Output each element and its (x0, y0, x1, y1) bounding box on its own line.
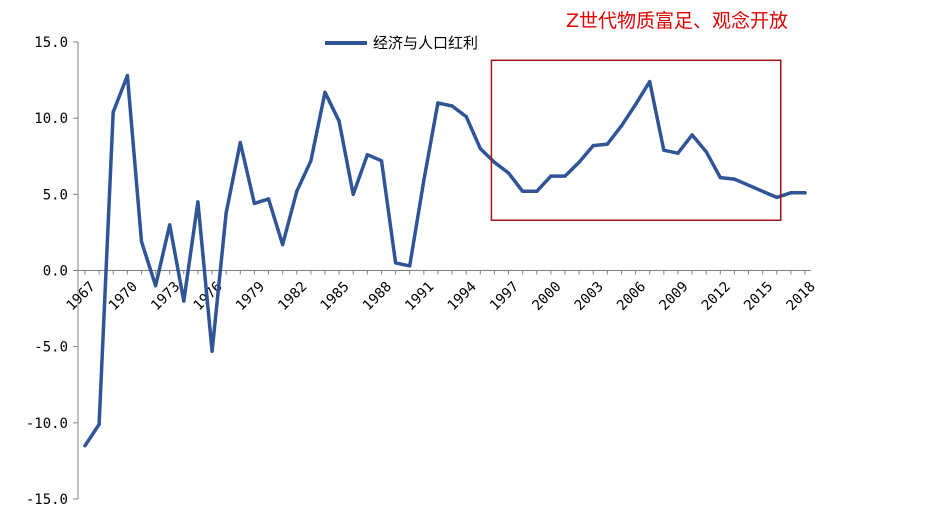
data-point (746, 183, 751, 187)
data-point (309, 159, 313, 163)
data-point (535, 189, 539, 193)
data-point (111, 110, 115, 114)
data-point (125, 73, 129, 78)
highlight-box (490, 59, 782, 221)
legend-label: 经济与人口红利 (373, 34, 478, 52)
data-point (478, 147, 482, 151)
data-point (704, 150, 708, 154)
data-point (139, 239, 144, 244)
data-point (408, 264, 412, 268)
y-tick-label: 5.0 (43, 187, 68, 203)
data-point (224, 211, 228, 215)
data-point (323, 90, 327, 94)
data-point (789, 191, 793, 195)
data-point (252, 201, 257, 206)
data-point (210, 349, 214, 353)
data-point (648, 80, 652, 84)
y-tick-label: 10.0 (34, 111, 68, 127)
data-point (196, 200, 200, 204)
x-tick-label: 2003 (572, 279, 607, 314)
data-point (281, 243, 285, 247)
x-tick-label: 2015 (741, 279, 776, 314)
x-tick-label: 1985 (318, 279, 353, 314)
data-point (337, 119, 341, 123)
data-point (436, 101, 440, 105)
y-tick-label: 0.0 (43, 264, 68, 280)
x-tick-label: 2000 (529, 279, 564, 314)
legend: 经济与人口红利 (325, 34, 478, 52)
data-point (662, 148, 666, 152)
x-axis: 1967 1970 1973 1976 1979 1982 1985 1988 1991 1994… (63, 270, 819, 314)
data-point (591, 143, 595, 148)
data-point (803, 191, 807, 195)
series-line (83, 73, 807, 448)
x-tick-label: 1982 (275, 279, 310, 314)
x-tick-label: 1994 (445, 279, 480, 314)
data-point (563, 174, 567, 178)
data-point (761, 189, 765, 193)
data-point (619, 124, 624, 128)
y-axis: 15.0 10.0 5.0 0.0 -5.0 -10.0 -15.0 (26, 35, 79, 508)
data-point (450, 104, 454, 108)
data-point (351, 192, 355, 196)
data-point (690, 133, 694, 137)
data-point (422, 179, 426, 183)
x-tick-label: 2009 (656, 279, 691, 314)
x-tick-label: 1997 (487, 279, 522, 314)
data-point (182, 299, 186, 303)
x-tick-label: 2018 (783, 279, 818, 314)
x-tick-label: 1967 (63, 279, 98, 314)
data-point (393, 261, 398, 265)
x-tick-label: 1979 (233, 279, 268, 314)
data-point (732, 177, 737, 181)
y-tick-label: -5.0 (34, 340, 68, 356)
y-tick-label: -10.0 (26, 416, 68, 432)
data-point (266, 197, 271, 201)
data-point (379, 159, 384, 163)
x-tick-label: 1991 (402, 279, 437, 314)
data-point (718, 175, 722, 180)
data-point (577, 160, 581, 164)
x-tick-label: 1970 (106, 279, 141, 314)
data-point (633, 102, 638, 107)
y-tick-label: -15.0 (26, 492, 68, 508)
x-tick-label: 1988 (360, 279, 395, 314)
data-point (83, 444, 87, 448)
data-point (153, 284, 158, 288)
annotation-text: Z世代物质富足、观念开放 (566, 9, 788, 32)
data-point (238, 140, 242, 145)
data-point (295, 189, 299, 193)
data-point (521, 189, 525, 193)
data-point (464, 115, 468, 119)
x-tick-label: 2006 (614, 279, 649, 314)
data-point (775, 195, 779, 199)
data-point (365, 153, 369, 157)
data-point (676, 151, 680, 155)
data-point (605, 142, 609, 146)
data-point (506, 171, 511, 175)
data-point (549, 174, 553, 178)
x-tick-label: 2012 (699, 279, 734, 314)
series-group (83, 73, 807, 448)
highlight-group (490, 59, 782, 221)
data-point (97, 422, 101, 426)
y-tick-label: 15.0 (34, 35, 68, 51)
data-point (168, 223, 172, 227)
data-point (492, 160, 497, 164)
